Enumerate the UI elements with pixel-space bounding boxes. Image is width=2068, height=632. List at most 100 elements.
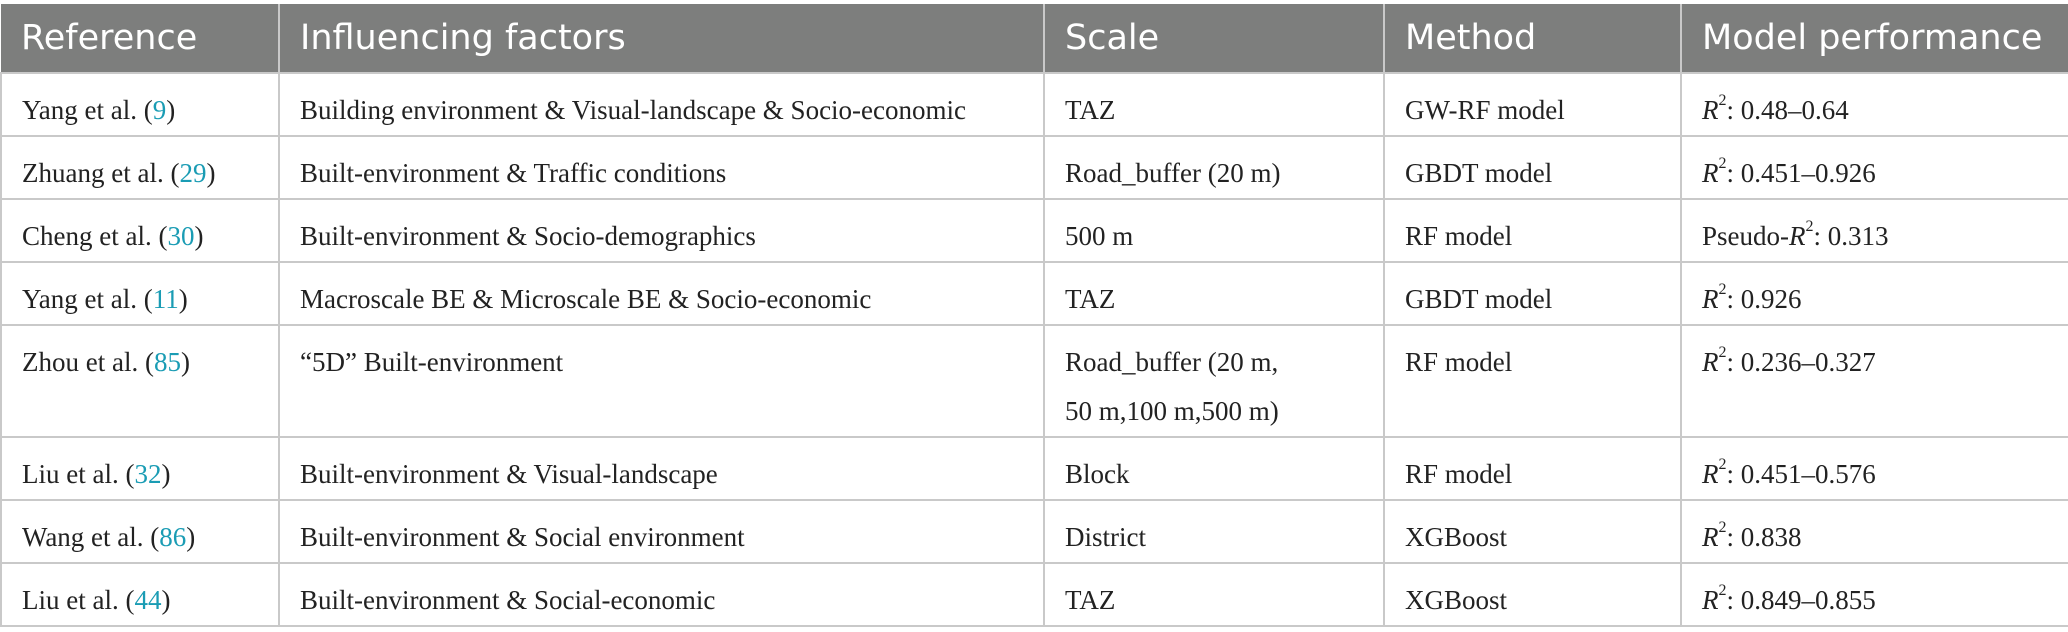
cell-reference: Cheng et al. (30): [0, 198, 280, 263]
performance-superscript: 2: [1718, 155, 1727, 172]
literature-table-container: Reference Influencing factors Scale Meth…: [0, 4, 2068, 627]
header-method: Method: [1384, 4, 1682, 74]
table-row: Wang et al. (86) Built-environment & Soci…: [0, 499, 2068, 564]
performance-superscript: 2: [1718, 344, 1727, 361]
reference-author: Cheng et al. (: [22, 221, 168, 251]
cell-reference: Zhou et al. (85): [0, 324, 280, 438]
literature-table: Reference Influencing factors Scale Meth…: [0, 4, 2068, 627]
performance-superscript: 2: [1805, 218, 1814, 235]
performance-superscript: 2: [1718, 281, 1727, 298]
reference-close-paren: ): [161, 459, 171, 489]
reference-author: Zhou et al. (: [22, 347, 154, 377]
performance-superscript: 2: [1718, 92, 1727, 109]
table-body: Yang et al. (9) Building environment & Vi…: [0, 72, 2068, 627]
header-model-performance: Model performance: [1681, 4, 2068, 74]
performance-variable: R: [1702, 95, 1719, 125]
cell-reference: Liu et al. (44): [0, 562, 280, 627]
reference-close-paren: ): [161, 585, 171, 615]
cell-influencing-factors: Built-environment & Traffic conditions: [278, 135, 1045, 200]
performance-variable: R: [1789, 221, 1806, 251]
reference-author: Wang et al. (: [22, 522, 160, 552]
performance-superscript: 2: [1718, 582, 1727, 599]
table-row: Yang et al. (11) Macroscale BE & Microsca…: [0, 261, 2068, 326]
cell-scale: Block: [1043, 436, 1385, 501]
cell-method: GBDT model: [1383, 135, 1682, 200]
cell-reference: Yang et al. (11): [0, 261, 280, 326]
performance-variable: R: [1702, 347, 1719, 377]
performance-variable: R: [1702, 158, 1719, 188]
cell-model-performance: R2: 0.236–0.327: [1680, 324, 2068, 438]
header-reference: Reference: [1, 4, 280, 74]
table-row: Yang et al. (9) Building environment & Vi…: [0, 72, 2068, 137]
scale-line: Road_buffer (20 m): [1065, 158, 1281, 188]
cell-reference: Wang et al. (86): [0, 499, 280, 564]
performance-variable: R: [1702, 522, 1719, 552]
reference-citation-link[interactable]: 44: [134, 585, 162, 615]
table-row: Cheng et al. (30) Built-environment & Soc…: [0, 198, 2068, 263]
reference-citation-link[interactable]: 11: [152, 284, 179, 314]
cell-influencing-factors: Building environment & Visual-landscape …: [278, 72, 1045, 137]
cell-influencing-factors: Built-environment & Social environment: [278, 499, 1045, 564]
cell-scale: District: [1043, 499, 1385, 564]
reference-citation-link[interactable]: 29: [179, 158, 207, 188]
reference-close-paren: ): [180, 347, 190, 377]
reference-author: Yang et al. (: [22, 284, 153, 314]
cell-influencing-factors: Built-environment & Visual-landscape: [278, 436, 1045, 501]
reference-author: Yang et al. (: [22, 95, 153, 125]
reference-citation-link[interactable]: 32: [134, 459, 162, 489]
cell-model-performance: R2: 0.451–0.926: [1680, 135, 2068, 200]
performance-value: : 0.451–0.576: [1726, 459, 1876, 489]
reference-citation-link[interactable]: 86: [159, 522, 187, 552]
performance-value: : 0.926: [1726, 284, 1802, 314]
reference-close-paren: ): [194, 221, 204, 251]
performance-variable: R: [1702, 585, 1719, 615]
performance-variable: R: [1702, 284, 1719, 314]
scale-line: 50 m,100 m,500 m): [1065, 396, 1279, 426]
cell-scale: TAZ: [1043, 562, 1385, 627]
cell-method: XGBoost: [1383, 499, 1682, 564]
cell-influencing-factors: Built-environment & Socio-demographics: [278, 198, 1045, 263]
reference-author: Liu et al. (: [22, 459, 135, 489]
scale-line: Block: [1065, 459, 1130, 489]
reference-citation-link[interactable]: 85: [153, 347, 181, 377]
cell-scale: Road_buffer (20 m, 50 m,100 m,500 m): [1043, 324, 1385, 438]
scale-line: TAZ: [1065, 585, 1116, 615]
cell-influencing-factors: Built-environment & Social-economic: [278, 562, 1045, 627]
cell-model-performance: Pseudo-R2: 0.313: [1680, 198, 2068, 263]
cell-scale: Road_buffer (20 m): [1043, 135, 1385, 200]
reference-close-paren: ): [178, 284, 188, 314]
cell-reference: Zhuang et al. (29): [0, 135, 280, 200]
performance-value: : 0.313: [1813, 221, 1889, 251]
cell-scale: TAZ: [1043, 261, 1385, 326]
performance-value: : 0.849–0.855: [1726, 585, 1876, 615]
reference-close-paren: ): [186, 522, 196, 552]
cell-model-performance: R2: 0.48–0.64: [1680, 72, 2068, 137]
cell-model-performance: R2: 0.926: [1680, 261, 2068, 326]
cell-method: RF model: [1383, 436, 1682, 501]
performance-value: : 0.451–0.926: [1726, 158, 1876, 188]
table-row: Zhou et al. (85) “5D” Built-environment Ro…: [0, 324, 2068, 438]
cell-model-performance: R2: 0.451–0.576: [1680, 436, 2068, 501]
performance-value: : 0.838: [1726, 522, 1802, 552]
cell-model-performance: R2: 0.838: [1680, 499, 2068, 564]
performance-superscript: 2: [1718, 456, 1727, 473]
cell-method: GW-RF model: [1383, 72, 1682, 137]
reference-citation-link[interactable]: 30: [167, 221, 195, 251]
table-row: Liu et al. (44) Built-environment & Socia…: [0, 562, 2068, 627]
cell-influencing-factors: Macroscale BE & Microscale BE & Socio-ec…: [278, 261, 1045, 326]
scale-line: Road_buffer (20 m,: [1065, 347, 1279, 377]
cell-method: GBDT model: [1383, 261, 1682, 326]
performance-value: : 0.236–0.327: [1726, 347, 1876, 377]
header-scale: Scale: [1044, 4, 1385, 74]
scale-line: District: [1065, 522, 1146, 552]
reference-author: Liu et al. (: [22, 585, 135, 615]
table-row: Liu et al. (32) Built-environment & Visua…: [0, 436, 2068, 501]
reference-close-paren: ): [206, 158, 216, 188]
performance-value: : 0.48–0.64: [1726, 95, 1849, 125]
cell-reference: Liu et al. (32): [0, 436, 280, 501]
cell-method: XGBoost: [1383, 562, 1682, 627]
table-row: Zhuang et al. (29) Built-environment & Tr…: [0, 135, 2068, 200]
cell-scale: TAZ: [1043, 72, 1385, 137]
reference-citation-link[interactable]: 9: [152, 95, 167, 125]
scale-line: TAZ: [1065, 284, 1116, 314]
